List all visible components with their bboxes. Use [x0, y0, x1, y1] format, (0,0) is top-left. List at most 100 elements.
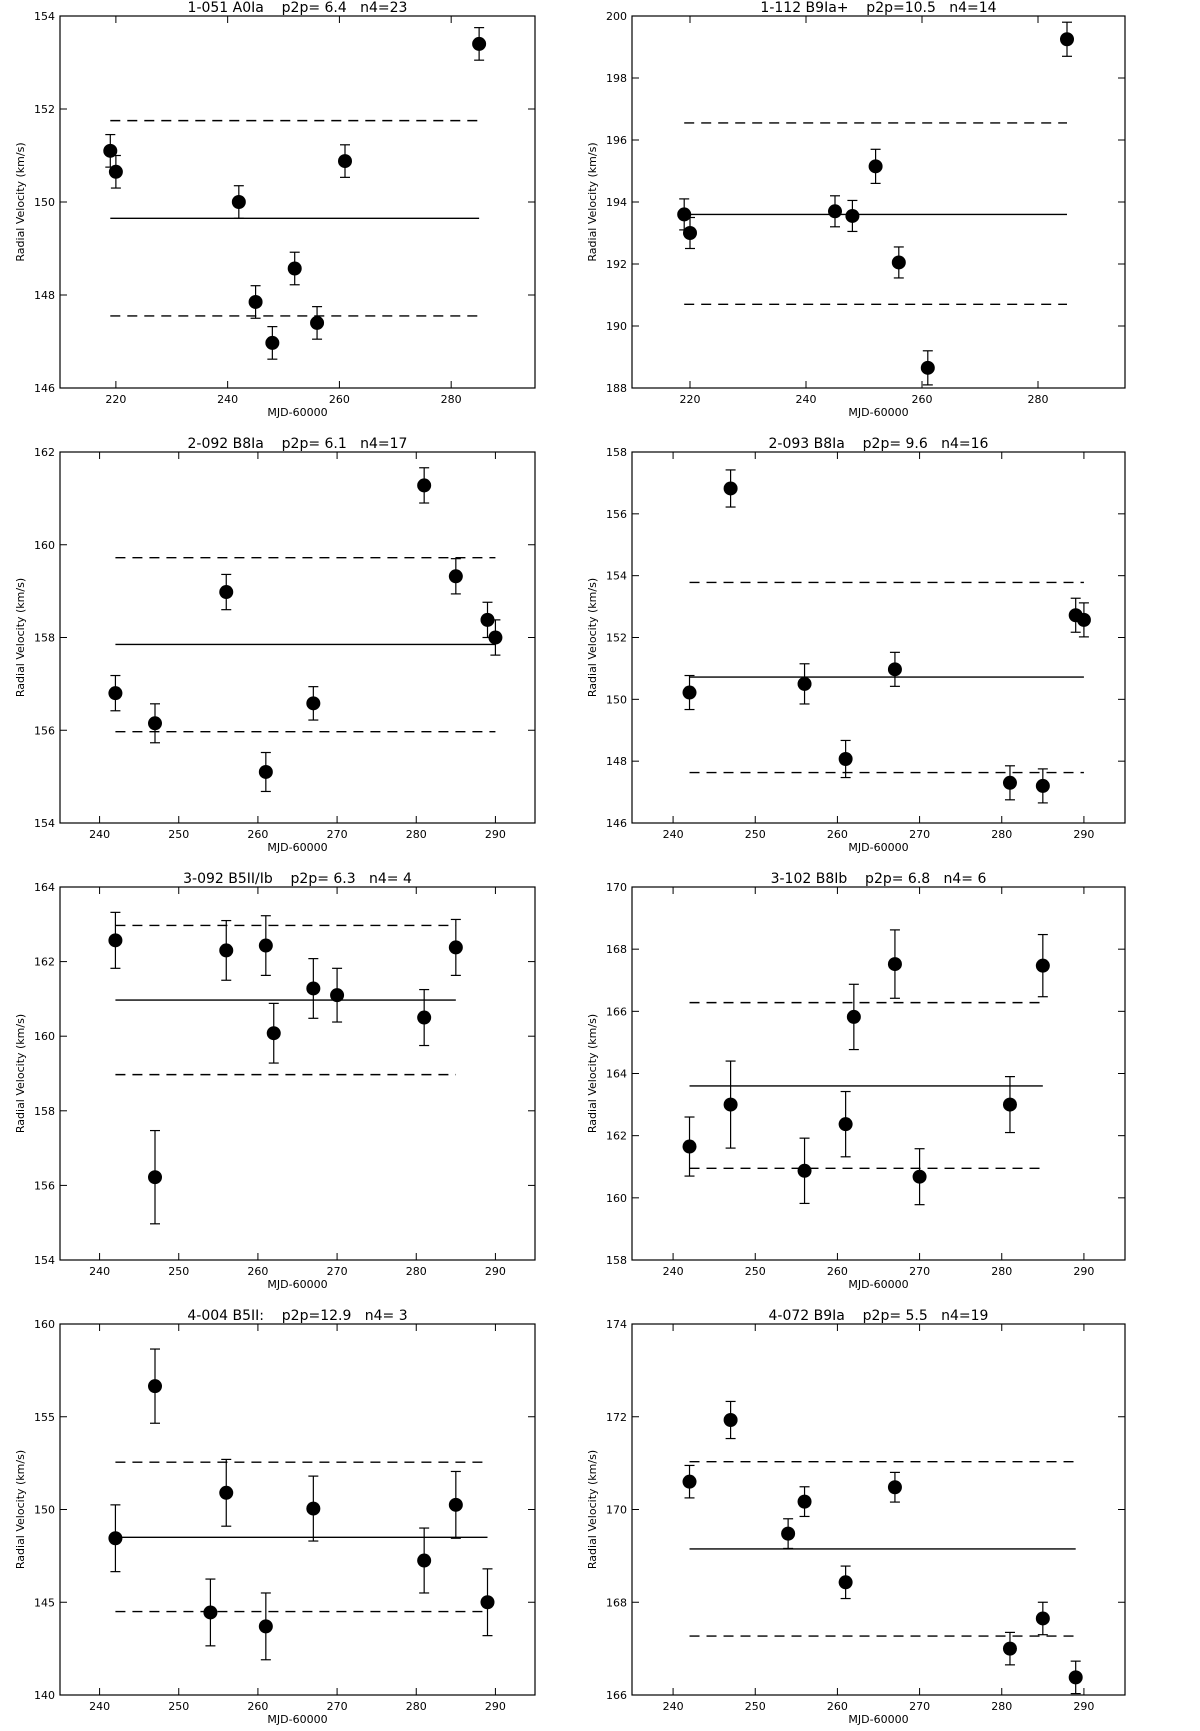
data-point — [108, 164, 123, 179]
data-point — [723, 1412, 738, 1427]
x-axis-label: MJD-60000 — [848, 1713, 908, 1726]
data-point — [868, 159, 883, 174]
y-tick-label: 155 — [34, 1411, 55, 1424]
y-axis-label: Radial Velocity (km/s) — [586, 1450, 599, 1569]
x-tick-label: 240 — [663, 828, 684, 841]
y-tick-label: 160 — [34, 1030, 55, 1043]
data-point — [265, 335, 280, 350]
x-tick-label: 260 — [247, 1265, 268, 1278]
y-tick-label: 154 — [34, 10, 55, 23]
x-axis-label: MJD-60000 — [267, 1713, 327, 1726]
x-tick-label: 250 — [745, 1265, 766, 1278]
x-axis-label: MJD-60000 — [267, 841, 327, 854]
x-tick-label: 290 — [485, 1700, 506, 1713]
y-tick-label: 160 — [34, 1318, 55, 1331]
y-tick-label: 200 — [606, 10, 627, 23]
data-point — [258, 1619, 273, 1634]
x-tick-label: 240 — [89, 1700, 110, 1713]
x-tick-label: 220 — [680, 393, 701, 406]
data-point — [310, 315, 325, 330]
y-tick-label: 164 — [606, 1068, 627, 1081]
y-axis-label: Radial Velocity (km/s) — [586, 578, 599, 697]
data-point — [258, 764, 273, 779]
y-tick-label: 162 — [34, 956, 55, 969]
data-point — [891, 255, 906, 270]
y-tick-label: 170 — [606, 881, 627, 894]
data-point — [838, 752, 853, 767]
x-tick-label: 260 — [827, 1265, 848, 1278]
data-point — [838, 1117, 853, 1132]
x-tick-label: 240 — [796, 393, 817, 406]
data-point — [108, 1531, 123, 1546]
y-tick-label: 156 — [34, 1179, 55, 1192]
x-tick-label: 270 — [909, 828, 930, 841]
y-tick-label: 150 — [606, 693, 627, 706]
y-axis-label: Radial Velocity (km/s) — [14, 578, 27, 697]
data-point — [887, 957, 902, 972]
y-tick-label: 198 — [606, 72, 627, 85]
y-tick-label: 174 — [606, 1318, 627, 1331]
data-point — [306, 696, 321, 711]
y-tick-label: 162 — [606, 1130, 627, 1143]
x-axis-label: MJD-60000 — [267, 406, 327, 419]
data-point — [682, 1474, 697, 1489]
chart-title: 3-102 B8Ib p2p= 6.8 n4= 6 — [771, 871, 987, 887]
y-axis-label: Radial Velocity (km/s) — [14, 1014, 27, 1133]
x-tick-label: 280 — [406, 1265, 427, 1278]
data-point — [1035, 1611, 1050, 1626]
x-tick-label: 240 — [663, 1265, 684, 1278]
data-point — [797, 1163, 812, 1178]
data-point — [683, 226, 697, 240]
y-tick-label: 146 — [606, 817, 627, 830]
y-tick-label: 164 — [34, 881, 55, 894]
plot-frame — [59, 886, 536, 1261]
data-point — [448, 1497, 463, 1512]
data-point — [887, 1480, 902, 1495]
data-point — [488, 630, 503, 645]
chart-panel: 2-093 B8Ia p2p= 9.6 n4=16 240 250 260 270 280… — [586, 436, 1126, 854]
data-point — [846, 1009, 861, 1024]
y-tick-label: 158 — [34, 1105, 55, 1118]
x-tick-label: 290 — [1073, 828, 1094, 841]
x-tick-label: 270 — [909, 1700, 930, 1713]
y-tick-label: 154 — [606, 570, 627, 583]
y-tick-label: 152 — [34, 103, 55, 116]
data-point — [1002, 1641, 1017, 1656]
y-tick-label: 158 — [606, 1254, 627, 1267]
x-tick-label: 260 — [329, 393, 350, 406]
data-point — [448, 940, 463, 955]
data-point — [148, 716, 162, 731]
y-tick-label: 162 — [34, 446, 55, 459]
data-point — [1002, 775, 1017, 790]
data-point — [682, 1139, 697, 1154]
y-tick-label: 170 — [606, 1504, 627, 1517]
chart-title: 3-092 B5II/Ib p2p= 6.3 n4= 4 — [183, 871, 412, 887]
data-point — [723, 481, 738, 496]
data-point — [797, 1494, 812, 1509]
x-tick-label: 280 — [406, 1700, 427, 1713]
data-point — [103, 143, 118, 158]
x-tick-label: 240 — [89, 1265, 110, 1278]
y-tick-label: 194 — [606, 196, 627, 209]
y-tick-label: 168 — [606, 943, 627, 956]
x-tick-label: 260 — [827, 1700, 848, 1713]
x-tick-label: 270 — [909, 1265, 930, 1278]
chart-panel: 1-051 A0Ia p2p= 6.4 n4=23 220 240 260 280 146… — [14, 0, 536, 419]
y-tick-label: 188 — [606, 382, 627, 395]
y-tick-label: 166 — [606, 1689, 627, 1702]
x-tick-label: 240 — [89, 828, 110, 841]
y-tick-label: 148 — [606, 755, 627, 768]
data-point — [338, 154, 352, 169]
x-tick-label: 280 — [406, 828, 427, 841]
y-axis-label: Radial Velocity (km/s) — [586, 142, 599, 261]
chart-title: 1-051 A0Ia p2p= 6.4 n4=23 — [188, 0, 408, 16]
data-point — [845, 208, 860, 223]
x-tick-label: 250 — [168, 1700, 189, 1713]
y-tick-label: 196 — [606, 134, 627, 147]
data-point — [108, 686, 123, 701]
x-tick-label: 270 — [327, 1265, 348, 1278]
data-point — [219, 1485, 234, 1500]
chart-title: 1-112 B9Ia+ p2p=10.5 n4=14 — [760, 0, 996, 16]
y-tick-label: 152 — [606, 632, 627, 645]
